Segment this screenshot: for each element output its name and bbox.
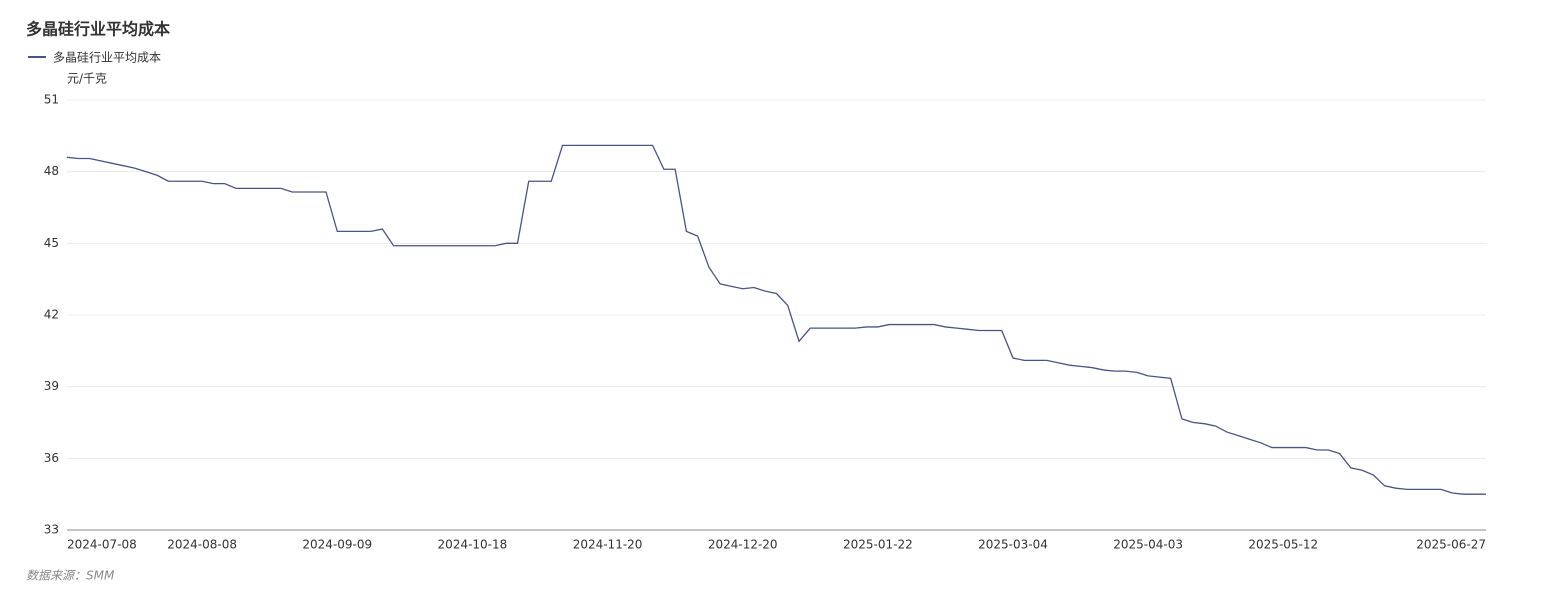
y-tick-label: 51 bbox=[44, 93, 59, 107]
y-tick-label: 48 bbox=[44, 164, 59, 178]
series-line bbox=[66, 144, 1486, 495]
x-tick-label: 2025-06-27 bbox=[1416, 538, 1486, 552]
x-tick-label: 2024-12-20 bbox=[708, 538, 778, 552]
y-tick-label: 33 bbox=[44, 523, 59, 537]
x-tick-label: 2025-03-04 bbox=[978, 538, 1048, 552]
x-tick-label: 2025-05-12 bbox=[1248, 538, 1318, 552]
x-tick-label: 2024-10-18 bbox=[438, 538, 508, 552]
x-tick-label: 2025-04-03 bbox=[1113, 538, 1183, 552]
y-tick-label: 42 bbox=[44, 308, 59, 322]
x-tick-label: 2024-08-08 bbox=[167, 538, 237, 552]
source-note: 数据来源：SMM bbox=[26, 569, 115, 583]
x-tick-label: 2024-11-20 bbox=[573, 538, 643, 552]
y-tick-label: 36 bbox=[44, 451, 59, 465]
y-tick-label: 45 bbox=[44, 236, 59, 250]
y-tick-label: 39 bbox=[44, 379, 59, 393]
y-axis-label: 元/千克 bbox=[67, 72, 107, 86]
x-tick-label: 2024-09-09 bbox=[302, 538, 372, 552]
chart-title: 多晶硅行业平均成本 bbox=[26, 20, 170, 39]
legend-label[interactable]: 多晶硅行业平均成本 bbox=[53, 51, 161, 65]
x-tick-label: 2024-07-08 bbox=[67, 538, 137, 552]
x-tick-label: 2025-01-22 bbox=[843, 538, 913, 552]
